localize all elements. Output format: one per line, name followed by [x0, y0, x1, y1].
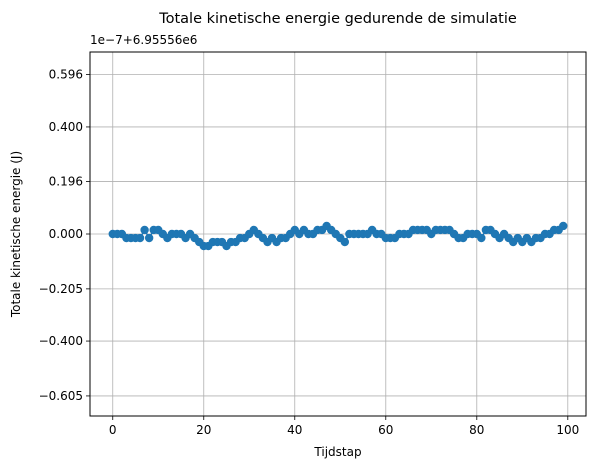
offset-label: 1e−7+6.95556e6 — [90, 33, 197, 47]
x-axis-ticks: 0 20 40 60 80 100 — [109, 416, 579, 437]
y-tick-label: 0.000 — [49, 227, 83, 241]
x-tick-label: 80 — [469, 423, 484, 437]
data-point — [144, 233, 154, 243]
y-tick-label: −0.400 — [39, 334, 83, 348]
x-tick-label: 40 — [287, 423, 302, 437]
x-tick-label: 0 — [109, 423, 117, 437]
x-tick-label: 20 — [196, 423, 211, 437]
data-point — [340, 237, 350, 247]
x-axis-label: Tijdstap — [313, 445, 361, 459]
y-tick-label: 0.196 — [49, 175, 83, 189]
data-point — [140, 225, 149, 235]
y-tick-label: −0.205 — [39, 282, 83, 296]
data-point — [477, 233, 486, 243]
y-tick-label: 0.400 — [49, 120, 83, 134]
data-series — [108, 221, 568, 251]
x-tick-label: 100 — [556, 423, 579, 437]
chart-title: Totale kinetische energie gedurende de s… — [158, 11, 517, 27]
y-axis-label: Totale kinetische energie (J) — [9, 151, 23, 318]
y-tick-label: 0.596 — [49, 67, 83, 81]
x-tick-label: 60 — [378, 423, 393, 437]
y-axis-ticks: −0.605 −0.400 −0.205 0.000 0.196 0.400 0.596 — [39, 67, 90, 403]
y-tick-label: −0.605 — [39, 389, 83, 403]
data-point — [559, 221, 568, 231]
data-point — [135, 233, 145, 243]
